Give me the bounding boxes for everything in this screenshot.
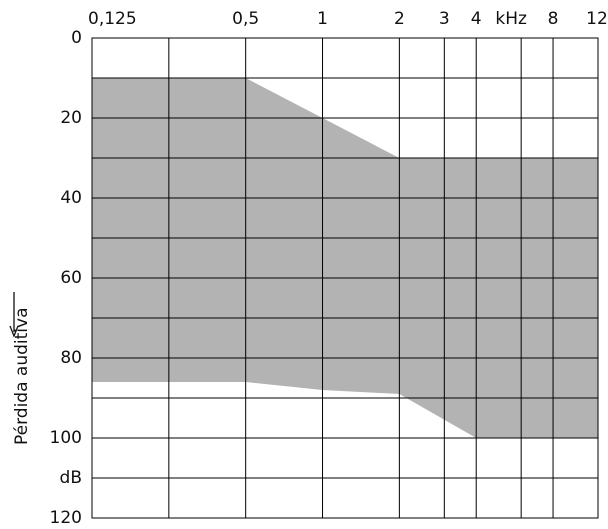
y-tick-label: 40: [60, 188, 82, 208]
x-tick-label: 12: [586, 9, 608, 29]
y-axis-arrow: [9, 292, 19, 338]
y-tick-label: 20: [60, 108, 82, 128]
y-tick-label: 100: [50, 428, 82, 448]
x-tick-label: 4: [471, 9, 482, 29]
y-tick-label: 0: [71, 28, 82, 48]
plot-border: [91, 37, 599, 519]
x-tick-label: 2: [394, 9, 405, 29]
y-axis-label: Pérdida auditiva: [12, 308, 32, 446]
x-tick-label: 0,125: [88, 9, 137, 29]
y-tick-label: dB: [60, 468, 82, 488]
x-tick-label: 3: [439, 9, 450, 29]
y-tick-label: 120: [50, 508, 82, 528]
x-tick-label: kHz: [495, 9, 527, 29]
x-tick-label: 0,5: [232, 9, 259, 29]
x-tick-label: 1: [317, 9, 328, 29]
y-tick-label: 60: [60, 268, 82, 288]
x-tick-label: 8: [548, 9, 559, 29]
area-upper: [92, 38, 598, 158]
y-tick-label: 80: [60, 348, 82, 368]
